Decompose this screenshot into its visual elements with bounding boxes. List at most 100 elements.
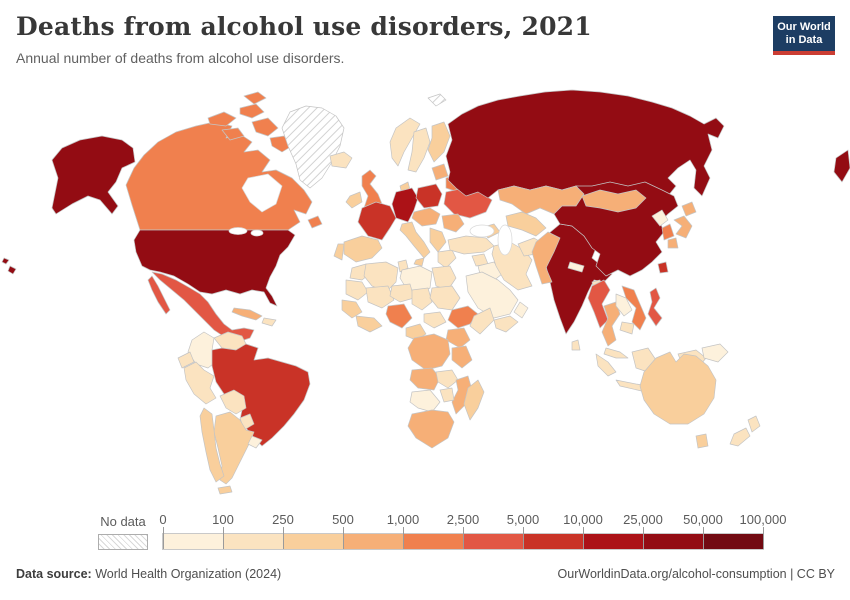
country-mauritania[interactable] <box>345 279 369 301</box>
country-canada-island-4[interactable] <box>251 117 279 137</box>
country-mexico-baja[interactable] <box>147 275 171 315</box>
country-russia[interactable] <box>445 89 725 199</box>
country-oman[interactable] <box>513 301 529 319</box>
country-canada-island-2[interactable] <box>239 103 265 119</box>
legend-segment[interactable] <box>643 534 703 549</box>
legend-color-bar[interactable] <box>162 533 764 550</box>
country-mexico[interactable] <box>151 271 255 343</box>
country-papua-new-guinea[interactable] <box>701 343 729 363</box>
country-somalia[interactable] <box>469 307 495 335</box>
country-usa[interactable] <box>133 229 296 307</box>
country-uruguay[interactable] <box>247 435 263 449</box>
country-canada-island-3[interactable] <box>221 127 245 141</box>
country-cambodia[interactable] <box>619 321 635 335</box>
country-cuba[interactable] <box>231 307 263 321</box>
country-nepal[interactable] <box>567 261 585 273</box>
country-tanzania[interactable] <box>451 345 473 369</box>
country-zambia[interactable] <box>435 369 459 389</box>
country-egypt[interactable] <box>431 265 457 291</box>
country-kenya-uganda[interactable] <box>445 327 471 349</box>
country-new-zealand-north[interactable] <box>747 415 761 433</box>
legend-segment[interactable] <box>583 534 643 549</box>
country-drc[interactable] <box>407 333 451 371</box>
country-canada-island-6[interactable] <box>243 91 267 105</box>
country-senegal-guinea[interactable] <box>341 299 363 319</box>
country-chad[interactable] <box>411 287 433 311</box>
country-balkans[interactable] <box>429 227 447 253</box>
legend-segment[interactable] <box>283 534 343 549</box>
country-spain[interactable] <box>343 235 383 263</box>
country-laos[interactable] <box>615 293 633 317</box>
country-central-europe[interactable] <box>411 207 441 227</box>
country-norway[interactable] <box>389 117 421 167</box>
country-taiwan[interactable] <box>657 261 669 274</box>
country-hispaniola[interactable] <box>261 317 277 327</box>
country-vietnam[interactable] <box>621 285 647 331</box>
credit-link[interactable]: OurWorldinData.org/alcohol-consumption |… <box>557 567 835 581</box>
country-central-african-republic[interactable] <box>423 311 447 329</box>
country-sudan[interactable] <box>429 285 461 311</box>
country-mozambique[interactable] <box>451 375 473 415</box>
country-madagascar[interactable] <box>463 379 485 421</box>
country-iceland[interactable] <box>329 151 353 169</box>
country-alaska[interactable] <box>51 135 136 215</box>
country-chile[interactable] <box>199 407 225 483</box>
country-svalbard[interactable] <box>427 93 447 107</box>
country-new-zealand-south[interactable] <box>729 427 751 447</box>
country-japan-kyushu[interactable] <box>667 237 679 249</box>
country-greece[interactable] <box>437 249 457 269</box>
country-nigeria[interactable] <box>385 303 413 329</box>
owid-logo[interactable]: Our World in Data <box>773 16 835 55</box>
country-portugal[interactable] <box>333 243 345 261</box>
legend-segment[interactable] <box>343 534 403 549</box>
country-china[interactable] <box>553 181 679 277</box>
country-sri-lanka[interactable] <box>571 339 581 351</box>
country-zimbabwe[interactable] <box>439 387 455 403</box>
legend-segment[interactable] <box>403 534 463 549</box>
country-mongolia[interactable] <box>581 189 647 213</box>
country-west-africa-coast[interactable] <box>355 315 383 333</box>
country-malaysia[interactable] <box>603 347 629 359</box>
country-south-africa[interactable] <box>407 409 455 449</box>
country-ethiopia[interactable] <box>447 305 479 329</box>
country-central-asia[interactable] <box>505 211 547 237</box>
country-peru[interactable] <box>183 361 217 405</box>
country-tierra-del-fuego[interactable] <box>217 485 233 495</box>
country-angola[interactable] <box>409 367 441 391</box>
country-yemen[interactable] <box>493 315 519 333</box>
country-south-korea[interactable] <box>661 223 675 241</box>
country-indonesia-sumatra[interactable] <box>595 353 617 377</box>
country-japan-honshu[interactable] <box>673 215 693 239</box>
country-sicily[interactable] <box>413 257 425 267</box>
country-namibia-botswana[interactable] <box>409 389 441 413</box>
country-saudi-arabia[interactable] <box>465 271 519 319</box>
country-japan-hokkaido[interactable] <box>681 201 697 217</box>
country-baltics[interactable] <box>431 163 449 181</box>
country-argentina[interactable] <box>213 411 255 485</box>
country-finland[interactable] <box>427 121 451 163</box>
country-north-korea[interactable] <box>651 209 669 227</box>
legend-segment[interactable] <box>163 534 223 549</box>
country-germany[interactable] <box>391 187 419 223</box>
country-pakistan[interactable] <box>531 231 561 285</box>
country-tasmania[interactable] <box>695 433 709 449</box>
country-romania[interactable] <box>441 213 465 233</box>
legend-segment[interactable] <box>523 534 583 549</box>
country-greenland[interactable] <box>281 105 345 189</box>
country-france[interactable] <box>357 201 397 241</box>
country-philippines[interactable] <box>647 287 663 327</box>
legend-segment[interactable] <box>223 534 283 549</box>
country-canada-island-1[interactable] <box>207 111 237 127</box>
country-australia[interactable] <box>639 351 717 425</box>
country-hawaii[interactable] <box>1 257 10 265</box>
country-poland[interactable] <box>415 183 443 209</box>
country-mali[interactable] <box>365 285 395 309</box>
country-bolivia[interactable] <box>219 389 247 415</box>
country-sweden[interactable] <box>407 127 431 173</box>
legend-segment[interactable] <box>703 534 763 549</box>
legend-no-data-swatch[interactable] <box>98 534 148 550</box>
country-algeria[interactable] <box>363 261 399 293</box>
country-ecuador[interactable] <box>177 351 195 369</box>
legend-segment[interactable] <box>463 534 523 549</box>
country-russia-east-wrap[interactable] <box>833 149 850 183</box>
